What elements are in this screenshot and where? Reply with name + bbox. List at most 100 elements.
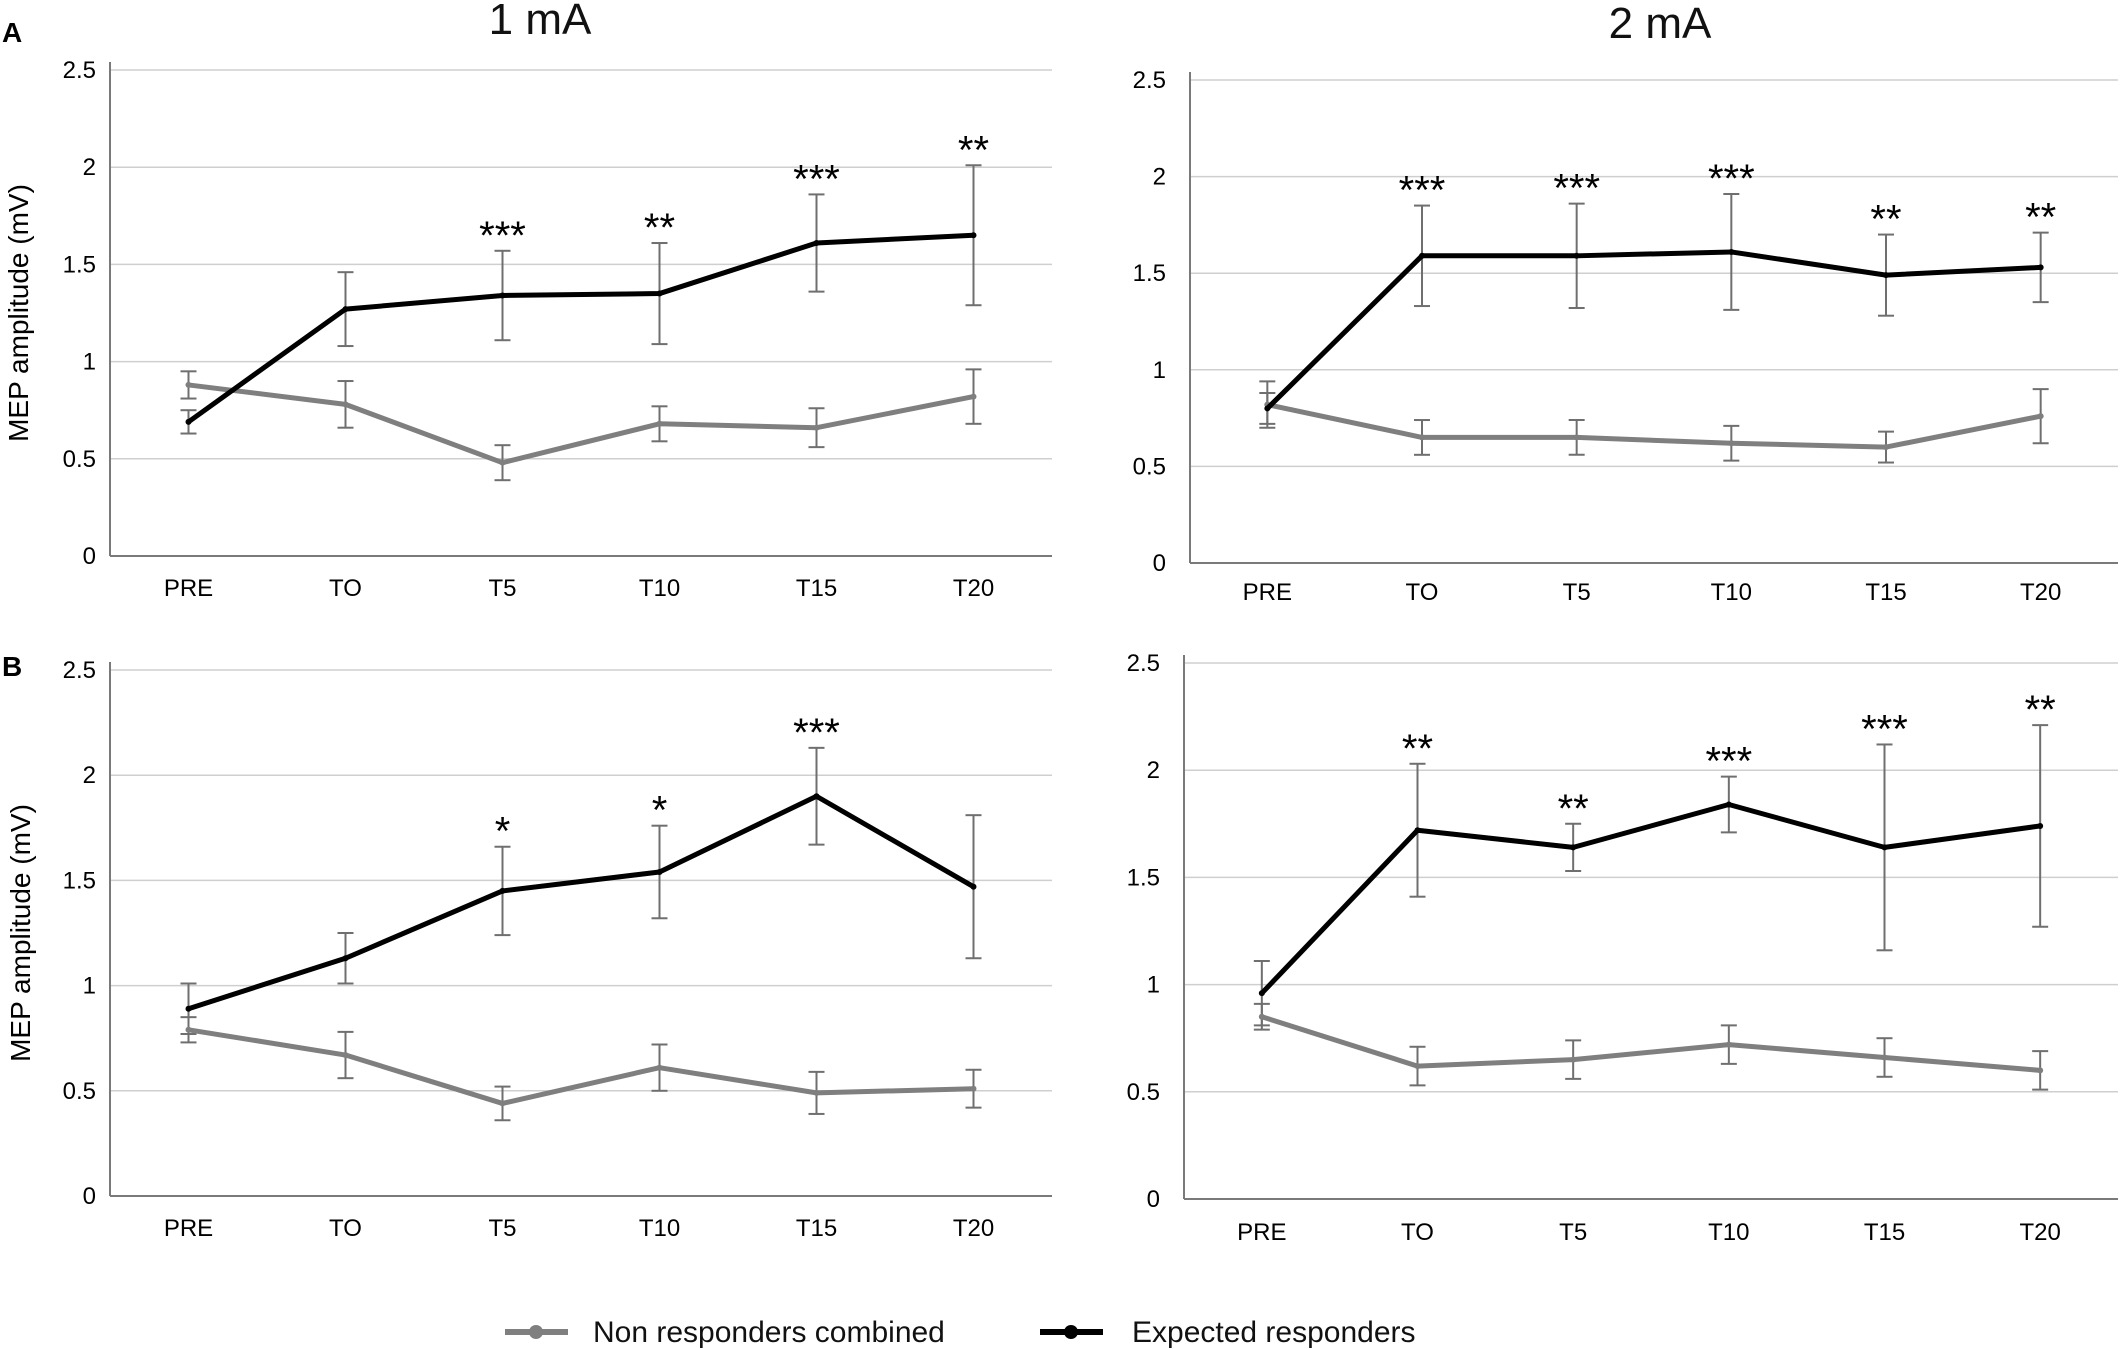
data-point-expected-responders (2037, 264, 2044, 271)
x-tick-label: T20 (953, 575, 994, 602)
significance-marker: ** (1402, 727, 1433, 771)
series-line-expected-responders (1264, 249, 2044, 411)
y-tick-label: 2 (83, 154, 96, 181)
series-line-non-responders-combined (1259, 1014, 2043, 1073)
x-tick-label: T15 (1864, 1219, 1905, 1246)
data-point-expected-responders (813, 240, 820, 247)
data-point-non-responders-combined (185, 381, 192, 388)
x-tick-label: TO (1406, 579, 1439, 606)
x-tick-label: T5 (1563, 579, 1591, 606)
significance-marker: *** (479, 214, 526, 258)
data-point-expected-responders (656, 290, 663, 297)
data-point-expected-responders (1728, 248, 1735, 255)
error-bars-expected-responders (1259, 192, 2049, 425)
legend: Non responders combined Expected respond… (505, 1316, 1416, 1349)
x-tick-label: T5 (1559, 1219, 1587, 1246)
data-point-expected-responders (185, 418, 192, 425)
y-tick-label: 2.5 (63, 57, 96, 84)
legend-marker-expected-responders (1064, 1325, 1078, 1339)
data-point-non-responders-combined (1258, 1013, 1265, 1020)
y-tick-label: 2.5 (1127, 650, 1160, 677)
data-point-expected-responders (970, 232, 977, 239)
error-bars-expected-responders (180, 164, 982, 435)
data-point-non-responders-combined (1883, 444, 1889, 451)
data-point-expected-responders (1570, 844, 1577, 851)
significance-marker: *** (1399, 169, 1446, 213)
legend-label-non-responders: Non responders combined (593, 1316, 945, 1349)
column-title-1ma: 1 mA (489, 0, 592, 44)
panel-letter-b: B (2, 651, 22, 682)
y-tick-label: 0 (83, 1183, 96, 1210)
y-tick-label: 1.5 (1127, 864, 1160, 891)
data-point-expected-responders (1573, 252, 1580, 259)
y-tick-label: 2 (1147, 757, 1160, 784)
series-line-non-responders-combined (186, 382, 976, 466)
x-tick-label: TO (1401, 1219, 1434, 1246)
error-bars-non-responders-combined (180, 1016, 982, 1122)
data-point-expected-responders (813, 793, 820, 800)
error-bars-non-responders-combined (1253, 1002, 2049, 1091)
series-line-non-responders-combined (186, 1027, 976, 1106)
data-point-expected-responders (342, 955, 349, 962)
data-point-expected-responders (1414, 827, 1421, 834)
y-tick-label: 0.5 (63, 446, 96, 473)
y-tick-label: 1 (83, 973, 96, 1000)
data-point-non-responders-combined (1725, 1041, 1732, 1048)
data-point-non-responders-combined (2037, 1067, 2044, 1074)
y-tick-label: 0 (1153, 550, 1166, 577)
data-point-non-responders-combined (1573, 434, 1580, 441)
x-tick-label: TO (329, 575, 362, 602)
data-point-expected-responders (1258, 990, 1265, 997)
data-point-expected-responders (1883, 272, 1889, 279)
significance-marker: ** (1558, 787, 1589, 831)
y-tick-label: 1.5 (1133, 260, 1166, 287)
data-point-expected-responders (342, 306, 349, 313)
series-line-non-responders-combined (1264, 402, 2044, 450)
legend-marker-non-responders (529, 1325, 543, 1339)
series-line-expected-responders (186, 793, 976, 1012)
data-point-non-responders-combined (342, 401, 349, 408)
x-tick-label: T10 (1711, 579, 1752, 606)
data-point-non-responders-combined (813, 1089, 820, 1096)
y-tick-label: 0 (83, 543, 96, 570)
significance-marker: ** (958, 128, 989, 172)
x-tick-label: T5 (488, 575, 516, 602)
x-tick-label: T10 (1708, 1219, 1749, 1246)
data-point-non-responders-combined (1414, 1063, 1421, 1070)
data-point-non-responders-combined (1419, 434, 1425, 441)
x-tick-label: T10 (639, 575, 680, 602)
significance-marker: ** (644, 206, 675, 250)
x-tick-label: PRE (164, 575, 213, 602)
data-point-non-responders-combined (1728, 440, 1735, 447)
data-point-non-responders-combined (2037, 413, 2044, 420)
x-tick-label: PRE (1237, 1219, 1286, 1246)
y-tick-label: 2 (1153, 164, 1166, 191)
significance-marker: *** (1708, 157, 1755, 201)
x-tick-label: T15 (796, 575, 837, 602)
y-axis-label: MEP amplitude (mV) (5, 804, 36, 1062)
data-point-non-responders-combined (970, 1085, 977, 1092)
y-tick-label: 0 (1147, 1186, 1160, 1213)
x-tick-label: T20 (2020, 579, 2061, 606)
y-tick-label: 0.5 (1133, 453, 1166, 480)
y-tick-label: 1 (83, 349, 96, 376)
error-bars-non-responders-combined (180, 368, 982, 482)
x-tick-label: T15 (1865, 579, 1906, 606)
data-point-expected-responders (499, 292, 506, 299)
data-point-expected-responders (1419, 252, 1425, 259)
significance-marker: *** (1553, 167, 1600, 211)
y-tick-label: 1.5 (63, 251, 96, 278)
y-axis-label: MEP amplitude (mV) (3, 184, 34, 442)
data-point-expected-responders (656, 868, 663, 875)
significance-marker: *** (793, 711, 840, 755)
y-tick-label: 1 (1153, 357, 1166, 384)
significance-marker: * (652, 789, 668, 833)
x-tick-label: T10 (639, 1215, 680, 1242)
data-point-non-responders-combined (185, 1026, 192, 1033)
y-tick-label: 0.5 (1127, 1079, 1160, 1106)
data-point-non-responders-combined (342, 1052, 349, 1059)
significance-marker: ** (2025, 688, 2056, 732)
